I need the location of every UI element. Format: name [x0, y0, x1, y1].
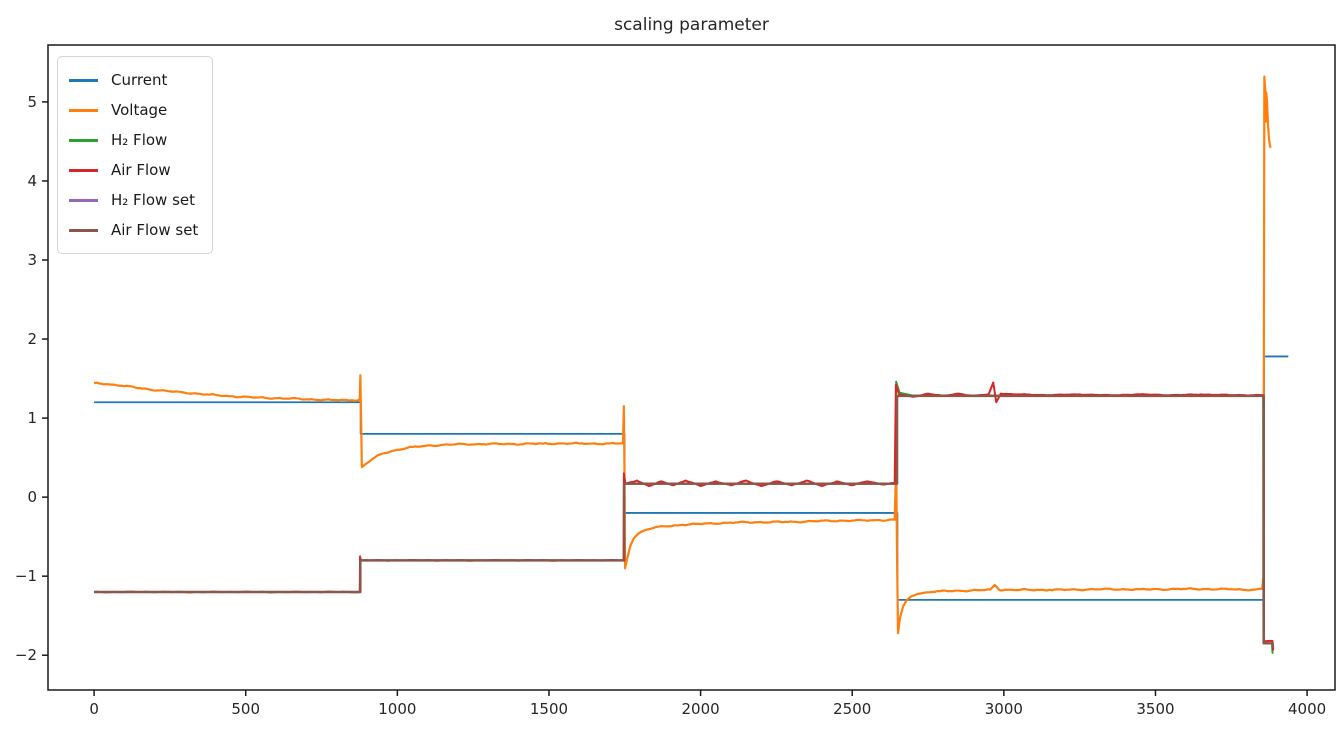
x-tick-label: 3500: [1136, 700, 1174, 718]
series-line-voltage: [93, 75, 1272, 635]
legend-item-voltage: Voltage: [69, 95, 198, 125]
legend-label-h2-flow: H₂ Flow: [111, 130, 168, 149]
y-tick-label: 2: [27, 330, 37, 348]
legend-item-h2-flow: H₂ Flow: [69, 125, 198, 155]
voltage-line-swatch: [69, 108, 98, 112]
y-tick-label: 0: [27, 488, 37, 506]
legend-label-voltage: Voltage: [111, 100, 168, 119]
legend-label-h2-flow-set: H₂ Flow set: [111, 190, 195, 209]
air-flow-line-swatch: [69, 168, 98, 172]
x-tick-label: 1000: [378, 700, 416, 718]
axes-spines: [47, 44, 1336, 691]
y-tick-label: 3: [27, 251, 37, 269]
legend-item-air-flow: Air Flow: [69, 155, 198, 185]
legend-item-air-flow-set: Air Flow set: [69, 215, 198, 245]
x-tick-label: 2000: [682, 700, 720, 718]
series-line-current: [94, 355, 1289, 601]
y-tick-label: −2: [15, 646, 37, 664]
legend-label-current: Current: [111, 70, 168, 89]
air-flow-set-line-swatch: [69, 228, 98, 232]
legend: Current Voltage H₂ Flow Air Flow H₂ Flow…: [57, 56, 214, 254]
legend-item-h2-flow-set: H₂ Flow set: [69, 185, 198, 215]
x-tick-label: 3000: [985, 700, 1023, 718]
legend-label-air-flow-set: Air Flow set: [111, 220, 199, 239]
legend-label-air-flow: Air Flow: [111, 160, 171, 179]
h2-flow-set-line-swatch: [69, 198, 98, 202]
x-tick-label: 4000: [1288, 700, 1326, 718]
y-tick-label: 4: [27, 172, 37, 190]
series-line-h-flow-set: [94, 395, 1274, 648]
x-tick-label: 1500: [530, 700, 568, 718]
x-tick-label: 2500: [833, 700, 871, 718]
series-line-air-flow-set: [94, 394, 1275, 648]
x-tick-label: 0: [89, 700, 99, 718]
series-line-air-flow: [93, 381, 1275, 651]
y-tick-label: 1: [27, 409, 37, 427]
x-tick-label: 500: [231, 700, 260, 718]
y-tick-label: −1: [15, 567, 37, 585]
current-line-swatch: [69, 78, 98, 82]
chart-title: scaling parameter: [614, 15, 769, 35]
legend-item-current: Current: [69, 65, 198, 95]
series-line-h-flow: [94, 380, 1274, 654]
y-tick-label: 5: [27, 93, 37, 111]
h2-flow-line-swatch: [69, 138, 98, 142]
